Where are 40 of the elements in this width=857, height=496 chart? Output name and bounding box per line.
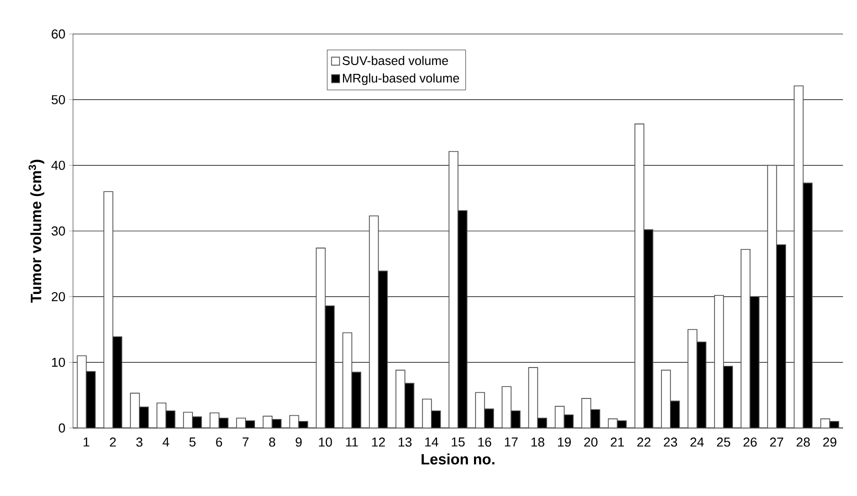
x-tick-label: 12 (372, 438, 385, 447)
x-tick-label: 19 (558, 438, 571, 447)
y-tick-label: 20 (52, 292, 65, 302)
y-tick-label: 40 (51, 160, 65, 170)
x-tick-label: 28 (796, 438, 810, 447)
y-tick-label: 0 (58, 423, 65, 433)
x-tick-label: 1 (84, 438, 90, 446)
legend-label: SUV-based volume (342, 56, 448, 66)
x-axis-title: Lesion no. (422, 454, 494, 464)
x-tick-label: 22 (637, 438, 650, 447)
x-tick-label: 16 (478, 438, 492, 447)
x-tick-label: 23 (664, 438, 678, 447)
x-tick-label: 24 (690, 438, 704, 447)
x-tick-label: 27 (770, 438, 784, 447)
x-tick-label: 3 (136, 438, 142, 447)
x-tick-label: 2 (110, 438, 116, 447)
y-tick-label: 30 (52, 226, 65, 236)
x-tick-label: 29 (823, 438, 836, 447)
x-tick-label: 21 (610, 438, 624, 447)
x-tick-label: 17 (504, 438, 518, 446)
y-tick-label: 60 (52, 29, 65, 39)
x-tick-label: 6 (216, 438, 222, 447)
x-tick-label: 11 (346, 438, 358, 446)
y-axis-title: Tumor volume (cm$^{3}$) (28, 160, 44, 303)
y-tick-label: 10 (52, 358, 65, 367)
x-tick-label: 14 (425, 438, 438, 446)
x-tick-label: 8 (269, 438, 276, 447)
x-tick-label: 9 (296, 438, 302, 447)
x-tick-label: 5 (189, 438, 196, 447)
x-tick-label: 15 (452, 438, 465, 447)
x-tick-label: 20 (584, 438, 598, 447)
y-tick-label: 50 (52, 95, 65, 104)
x-tick-label: 18 (531, 438, 544, 447)
x-tick-label: 26 (744, 438, 757, 447)
x-tick-label: 13 (398, 438, 412, 447)
x-tick-label: 10 (319, 438, 332, 447)
x-tick-label: 25 (716, 438, 730, 447)
x-tick-label: 7 (242, 438, 249, 446)
x-tick-label: 4 (162, 438, 170, 446)
legend-label: MRglu-based volume (342, 73, 460, 86)
